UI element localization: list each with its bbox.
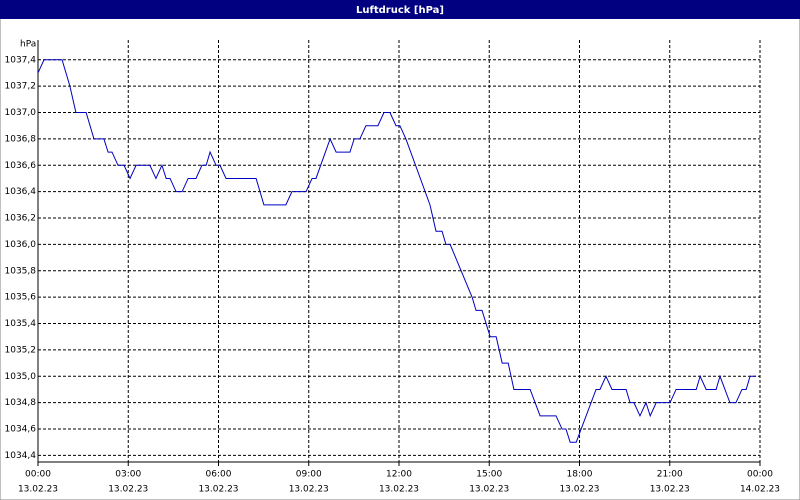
x-tick-label: 06:00: [206, 470, 232, 480]
x-tick-date: 13.02.23: [289, 485, 329, 495]
y-tick-label: 1036,6: [5, 161, 37, 171]
y-tick-label: 1036,0: [5, 240, 37, 250]
y-tick-label: 1036,8: [5, 134, 37, 144]
x-tick-label: 03:00: [115, 470, 141, 480]
y-tick-label: 1035,4: [5, 319, 37, 329]
title-bar: [0, 0, 800, 19]
y-tick-label: 1035,0: [5, 372, 37, 382]
y-tick-label: 1034,6: [5, 425, 37, 435]
y-tick-label: 1035,2: [5, 345, 37, 355]
x-tick-date: 14.02.23: [740, 485, 780, 495]
y-tick-label: 1037,4: [5, 55, 37, 65]
chart-title: Luftdruck [hPa]: [356, 5, 444, 16]
y-tick-label: 1035,6: [5, 293, 37, 303]
y-tick-label: 1036,4: [5, 187, 37, 197]
x-tick-label: 09:00: [296, 470, 322, 480]
x-tick-label: 18:00: [567, 470, 593, 480]
x-tick-label: 00:00: [25, 470, 51, 480]
x-tick-date: 13.02.23: [18, 485, 58, 495]
x-tick-date: 13.02.23: [469, 485, 509, 495]
x-tick-date: 13.02.23: [198, 485, 238, 495]
x-tick-date: 13.02.23: [108, 485, 148, 495]
x-tick-label: 15:00: [476, 470, 502, 480]
y-tick-label: 1034,8: [5, 398, 37, 408]
y-tick-label: 1034,4: [5, 451, 37, 461]
y-tick-label: 1037,0: [5, 108, 37, 118]
x-tick-date: 13.02.23: [379, 485, 419, 495]
y-tick-label: 1037,2: [5, 82, 37, 92]
y-axis-label: hPa: [20, 40, 36, 50]
x-tick-date: 13.02.23: [559, 485, 599, 495]
x-tick-label: 00:00: [747, 470, 773, 480]
x-tick-label: 21:00: [657, 470, 683, 480]
data-line: [37, 59, 757, 443]
x-tick-label: 12:00: [386, 470, 412, 480]
y-tick-label: 1036,2: [5, 214, 37, 224]
y-tick-label: 1035,8: [5, 266, 37, 276]
x-tick-date: 13.02.23: [650, 485, 690, 495]
